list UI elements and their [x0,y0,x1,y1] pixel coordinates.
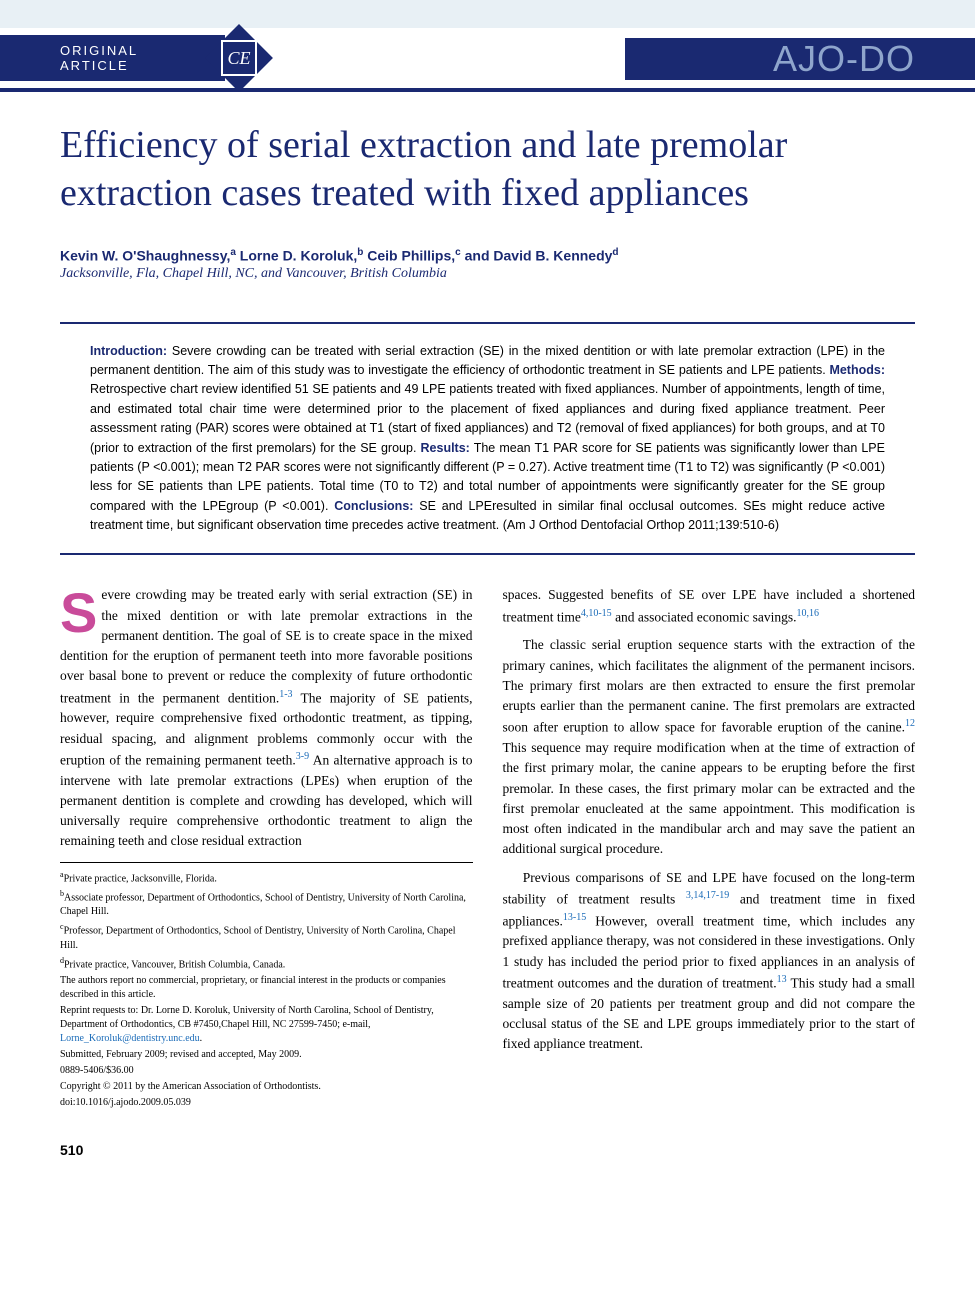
footnote-copyright: Copyright © 2011 by the American Associa… [60,1080,473,1094]
footnote-b: bAssociate professor, Department of Orth… [60,888,473,919]
author-list: Kevin W. O'Shaughnessy,a Lorne D. Korolu… [0,237,975,264]
footnote-d: dPrivate practice, Vancouver, British Co… [60,955,473,972]
footnote-a: aPrivate practice, Jacksonville, Florida… [60,869,473,886]
affiliation-line: Jacksonville, Fla, Chapel Hill, NC, and … [0,264,975,302]
citation-link[interactable]: 10,16 [797,608,820,619]
ce-badge-text: CE [221,40,257,76]
abstract-box: Introduction: Severe crowding can be tre… [60,322,915,556]
citation-link[interactable]: 4,10-15 [581,608,612,619]
body-paragraph: The classic serial eruption sequence sta… [503,635,916,859]
footnotes-block: aPrivate practice, Jacksonville, Florida… [60,862,473,1110]
header-row: ORIGINAL ARTICLE CE AJO-DO [0,28,975,88]
journal-logo: AJO-DO [773,38,915,80]
section-label: ORIGINAL ARTICLE [0,35,225,81]
body-paragraph: Previous comparisons of SE and LPE have … [503,868,916,1055]
article-title: Efficiency of serial extraction and late… [0,92,975,237]
body-column-left: Severe crowding may be treated early wit… [60,585,473,1112]
footnote-doi: doi:10.1016/j.ajodo.2009.05.039 [60,1096,473,1110]
reprint-email-link[interactable]: Lorne_Koroluk@dentistry.unc.edu [60,1033,200,1044]
body-columns: Severe crowding may be treated early wit… [0,585,975,1132]
citation-link[interactable]: 13 [777,974,787,985]
abstract-results-label: Results: [421,441,470,455]
footnote-submitted: Submitted, February 2009; revised and ac… [60,1048,473,1062]
citation-link[interactable]: 13-15 [563,912,586,923]
abstract-intro-label: Introduction: [90,344,167,358]
footnote-reprint: Reprint requests to: Dr. Lorne D. Korolu… [60,1004,473,1046]
citation-link[interactable]: 12 [905,718,915,729]
footnote-issn: 0889-5406/$36.00 [60,1064,473,1078]
body-paragraph: spaces. Suggested benefits of SE over LP… [503,585,916,627]
journal-logo-bar: AJO-DO [625,38,975,80]
citation-link[interactable]: 3-9 [296,751,309,762]
top-color-band [0,0,975,28]
body-column-right: spaces. Suggested benefits of SE over LP… [503,585,916,1112]
abstract-intro-text: Severe crowding can be treated with seri… [90,344,885,377]
dropcap: S [60,585,101,637]
footnote-disclosure: The authors report no commercial, propri… [60,974,473,1002]
page-number: 510 [0,1132,975,1178]
abstract-conclusions-label: Conclusions: [334,499,413,513]
footnote-c: cProfessor, Department of Orthodontics, … [60,921,473,952]
citation-link[interactable]: 3,14,17-19 [686,890,729,901]
abstract-methods-label: Methods: [829,363,885,377]
body-paragraph: Severe crowding may be treated early wit… [60,585,473,851]
citation-link[interactable]: 1-3 [279,689,292,700]
